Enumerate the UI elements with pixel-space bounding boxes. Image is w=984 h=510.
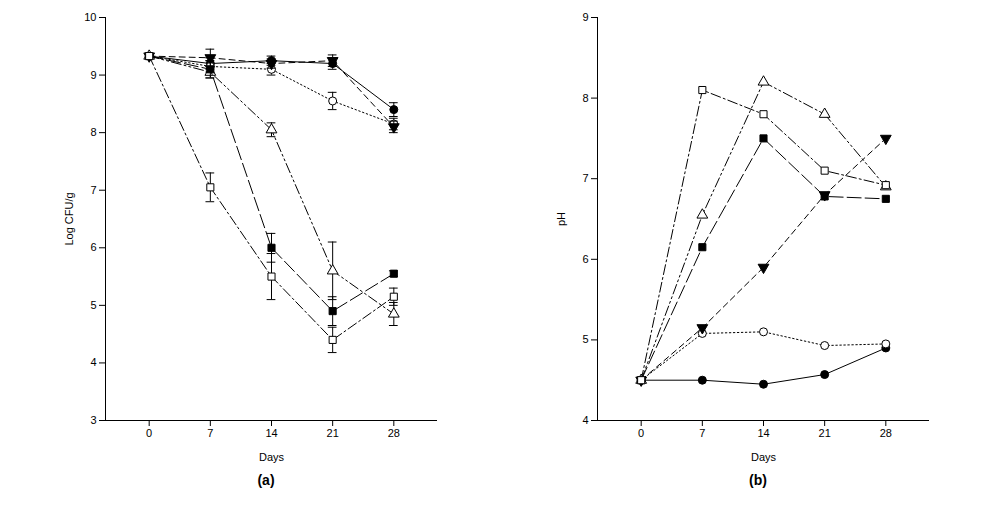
svg-text:6: 6 [90, 241, 96, 253]
svg-text:4: 4 [582, 414, 588, 426]
svg-text:Days: Days [751, 451, 777, 463]
svg-text:3: 3 [90, 414, 96, 426]
svg-text:10: 10 [84, 11, 96, 23]
svg-text:6: 6 [582, 253, 588, 265]
svg-text:7: 7 [90, 184, 96, 196]
svg-text:Log CFU/g: Log CFU/g [63, 192, 75, 245]
svg-text:28: 28 [388, 427, 400, 439]
svg-text:7: 7 [582, 172, 588, 184]
svg-text:0: 0 [638, 427, 644, 439]
svg-text:Days: Days [259, 451, 285, 463]
svg-text:5: 5 [582, 333, 588, 345]
svg-text:28: 28 [880, 427, 892, 439]
svg-text:pH: pH [555, 212, 567, 226]
svg-text:0: 0 [146, 427, 152, 439]
svg-text:8: 8 [582, 92, 588, 104]
html-text:(b): (b) [749, 472, 767, 488]
svg-text:8: 8 [90, 126, 96, 138]
svg-text:21: 21 [819, 427, 831, 439]
html-text:(a): (a) [257, 472, 275, 488]
svg-text:7: 7 [699, 427, 705, 439]
svg-text:5: 5 [90, 299, 96, 311]
svg-text:4: 4 [90, 356, 96, 368]
svg-text:9: 9 [582, 11, 588, 23]
svg-text:21: 21 [327, 427, 339, 439]
svg-text:7: 7 [207, 427, 213, 439]
svg-text:14: 14 [757, 427, 769, 439]
svg-text:9: 9 [90, 69, 96, 81]
svg-text:14: 14 [265, 427, 277, 439]
